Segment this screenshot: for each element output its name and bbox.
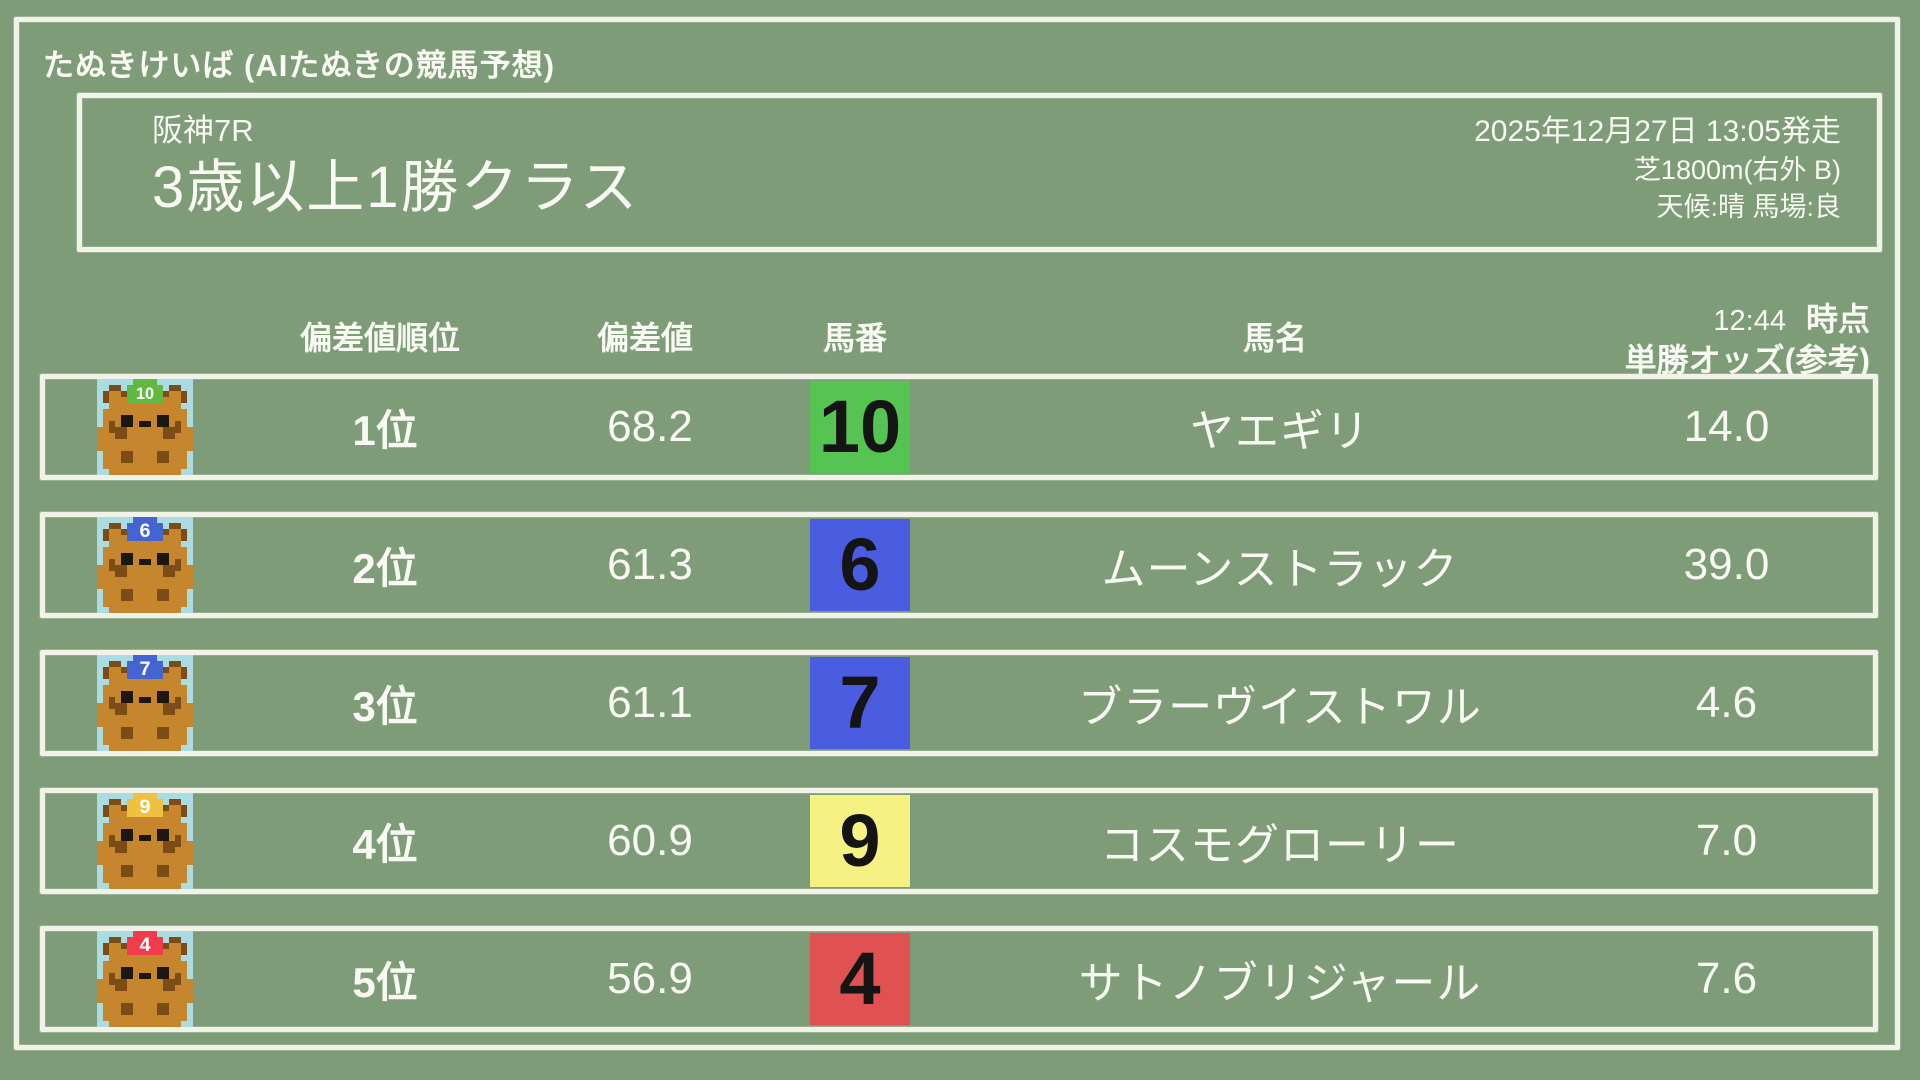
number-cell: 4 (740, 931, 980, 1027)
prediction-rows: 10 1位 68.2 10 ヤエギリ 14.0 6 2位 61.3 6 ムーンス… (40, 374, 1878, 1064)
odds-time-suffix: 時点 (1805, 301, 1870, 337)
tanuki-avatar: 9 (97, 793, 193, 889)
score-cell: 56.9 (607, 954, 693, 1003)
odds-cell: 14.0 (1683, 402, 1770, 451)
header-score: 偏差値 (596, 320, 693, 356)
horse-name-cell: ブラーヴイストワル (1078, 683, 1482, 732)
rank-cell: 3位 (352, 682, 418, 730)
race-start-datetime: 2025年12月27日 13:05発走 (1474, 115, 1841, 148)
score-cell: 61.3 (607, 540, 693, 589)
race-info-box: 阪神7R 3歳以上1勝クラス 2025年12月27日 13:05発走 芝1800… (77, 93, 1882, 252)
rank-cell: 1位 (352, 406, 418, 454)
svg-text:9: 9 (139, 796, 150, 818)
horse-name-cell: コスモグローリー (1100, 821, 1460, 870)
table-header: 偏差値順位 偏差値 馬番 馬名 12:44 時点 単勝オッズ(参考) (40, 294, 1878, 378)
avatar-cell: 10 (45, 379, 210, 475)
svg-text:7: 7 (139, 658, 150, 680)
rank-cell: 2位 (352, 544, 418, 592)
rank-cell: 5位 (352, 958, 418, 1006)
header-horse-name: 馬名 (1242, 320, 1307, 356)
odds-cell: 4.6 (1695, 678, 1758, 727)
horse-number-badge: 7 (810, 657, 910, 749)
header-odds-time-line: 12:44 時点 (1575, 303, 1870, 336)
score-cell: 60.9 (607, 816, 693, 865)
prediction-row: 9 4位 60.9 9 コスモグローリー 7.0 (40, 788, 1878, 894)
horse-name-cell: ヤエギリ (1190, 407, 1370, 456)
horse-number-badge: 9 (810, 795, 910, 887)
tanuki-avatar: 6 (97, 517, 193, 613)
header-odds: 12:44 時点 単勝オッズ(参考) (1575, 303, 1878, 378)
avatar-cell: 4 (45, 931, 210, 1027)
avatar-cell: 6 (45, 517, 210, 613)
horse-name-cell: ムーンストラック (1101, 545, 1459, 594)
odds-cell: 39.0 (1683, 540, 1770, 589)
prediction-row: 6 2位 61.3 6 ムーンストラック 39.0 (40, 512, 1878, 618)
outer-frame: たぬきけいば (AIたぬきの競馬予想) 阪神7R 3歳以上1勝クラス 2025年… (14, 17, 1900, 1050)
svg-text:6: 6 (139, 520, 150, 542)
tanuki-avatar: 4 (97, 931, 193, 1027)
race-info-right: 2025年12月27日 13:05発走 芝1800m(右外 B) 天候:晴 馬場… (1474, 98, 1877, 247)
rank-cell: 4位 (352, 820, 418, 868)
prediction-row: 4 5位 56.9 4 サトノブリジャール 7.6 (40, 926, 1878, 1032)
race-track-number: 阪神7R (152, 113, 254, 148)
tanuki-avatar: 10 (97, 379, 193, 475)
score-cell: 61.1 (607, 678, 693, 727)
odds-cell: 7.0 (1695, 816, 1758, 865)
prediction-row: 7 3位 61.1 7 ブラーヴイストワル 4.6 (40, 650, 1878, 756)
score-cell: 68.2 (607, 402, 693, 451)
horse-number-badge: 6 (810, 519, 910, 611)
avatar-cell: 7 (45, 655, 210, 751)
svg-text:10: 10 (136, 385, 154, 403)
number-cell: 9 (740, 793, 980, 889)
horse-name-cell: サトノブリジャール (1078, 959, 1482, 1008)
svg-text:4: 4 (139, 934, 150, 956)
header-rank: 偏差値順位 (299, 320, 460, 356)
race-conditions: 天候:晴 馬場:良 (1656, 192, 1841, 222)
header-horse-number: 馬番 (822, 320, 887, 356)
avatar-cell: 9 (45, 793, 210, 889)
race-course: 芝1800m(右外 B) (1633, 155, 1841, 185)
race-name: 3歳以上1勝クラス (152, 155, 640, 220)
odds-label: 単勝オッズ(参考) (1624, 342, 1870, 378)
odds-timestamp: 12:44 (1713, 305, 1786, 337)
app-title: たぬきけいば (AIたぬきの競馬予想) (43, 48, 556, 83)
number-cell: 7 (740, 655, 980, 751)
odds-cell: 7.6 (1695, 954, 1758, 1003)
number-cell: 10 (740, 379, 980, 475)
horse-number-badge: 10 (810, 381, 910, 473)
race-info-left: 阪神7R 3歳以上1勝クラス (82, 98, 639, 247)
tanuki-avatar: 7 (97, 655, 193, 751)
horse-number-badge: 4 (810, 933, 910, 1025)
number-cell: 6 (740, 517, 980, 613)
prediction-row: 10 1位 68.2 10 ヤエギリ 14.0 (40, 374, 1878, 480)
